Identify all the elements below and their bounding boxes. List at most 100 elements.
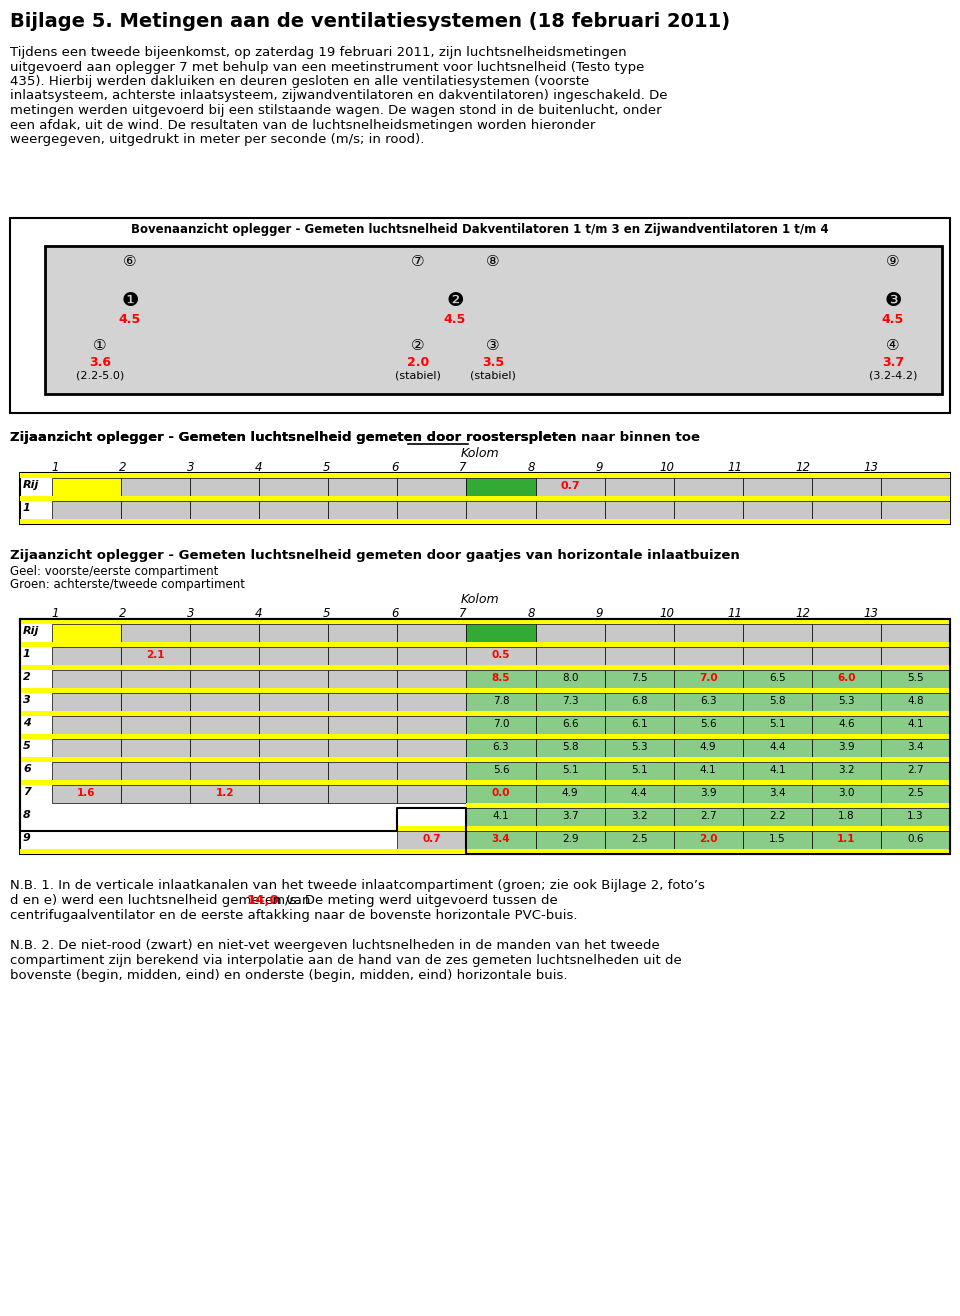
Text: 7.0: 7.0	[492, 719, 509, 729]
Text: 4.9: 4.9	[700, 742, 716, 751]
Bar	[536, 478, 605, 496]
Text: 0.5: 0.5	[492, 650, 511, 661]
Text: 2.5: 2.5	[907, 788, 924, 797]
Bar	[52, 786, 121, 803]
Text: 4.6: 4.6	[838, 719, 854, 729]
Text: Tijdens een tweede bijeenkomst, op zaterdag 19 februari 2011, zijn luchtsnelheid: Tijdens een tweede bijeenkomst, op zater…	[10, 46, 627, 59]
Bar	[190, 716, 259, 734]
Text: 1.1: 1.1	[837, 834, 855, 844]
Bar	[536, 716, 605, 734]
Text: 5.6: 5.6	[700, 719, 716, 729]
Bar	[812, 670, 881, 688]
Text: 5: 5	[23, 741, 31, 751]
Text: 0.6: 0.6	[907, 834, 924, 844]
Text: (3.2-4.2): (3.2-4.2)	[869, 370, 917, 380]
Bar	[121, 647, 190, 665]
Text: Zijaanzicht oplegger - Gemeten luchtsnelheid gemeten door gaatjes van horizontal: Zijaanzicht oplegger - Gemeten luchtsnel…	[10, 549, 740, 562]
Text: centrifugaalventilator en de eerste aftakking naar de bovenste horizontale PVC-b: centrifugaalventilator en de eerste afta…	[10, 909, 578, 923]
Text: 10: 10	[660, 607, 675, 620]
Bar	[881, 786, 950, 803]
Text: 3.4: 3.4	[492, 834, 511, 844]
Text: 2: 2	[119, 607, 127, 620]
Text: 1: 1	[51, 607, 59, 620]
Bar	[812, 716, 881, 734]
Text: 6: 6	[23, 765, 31, 774]
Text: 2: 2	[119, 461, 127, 474]
Bar	[328, 740, 397, 757]
Bar	[10, 218, 950, 413]
Text: 4: 4	[255, 461, 263, 474]
Text: 3.7: 3.7	[562, 811, 578, 821]
Text: ❶: ❶	[121, 291, 139, 311]
Text: 5.1: 5.1	[562, 765, 578, 775]
Bar	[259, 624, 328, 642]
Bar	[536, 694, 605, 711]
Text: 3.4: 3.4	[907, 742, 924, 751]
Bar	[121, 786, 190, 803]
Bar	[467, 762, 536, 780]
Bar	[121, 762, 190, 780]
Bar	[467, 647, 536, 665]
Bar	[397, 762, 467, 780]
Bar	[52, 716, 121, 734]
Text: 435). Hierbij werden dakluiken en deuren gesloten en alle ventilatiesystemen (vo: 435). Hierbij werden dakluiken en deuren…	[10, 75, 589, 88]
Bar	[536, 501, 605, 519]
Bar	[20, 849, 950, 854]
Bar	[605, 670, 674, 688]
Bar	[605, 647, 674, 665]
Bar	[812, 501, 881, 519]
Bar	[52, 740, 121, 757]
Bar	[881, 762, 950, 780]
Bar	[743, 501, 812, 519]
Text: 0.7: 0.7	[422, 834, 442, 844]
Text: d en e) werd een luchtsnelheid gemeten van: d en e) werd een luchtsnelheid gemeten v…	[10, 894, 315, 907]
Text: 6: 6	[392, 607, 398, 620]
Bar	[881, 694, 950, 711]
Text: 6.1: 6.1	[631, 719, 647, 729]
Bar	[605, 501, 674, 519]
Text: ❷: ❷	[446, 291, 464, 311]
Text: 13: 13	[863, 607, 878, 620]
Text: 7.0: 7.0	[699, 672, 717, 683]
Bar	[812, 647, 881, 665]
Bar	[190, 694, 259, 711]
Bar	[881, 647, 950, 665]
Bar	[674, 740, 743, 757]
Bar	[20, 734, 950, 740]
Text: 12: 12	[796, 461, 810, 474]
Bar	[190, 478, 259, 496]
Bar	[536, 808, 605, 826]
Bar	[812, 740, 881, 757]
Bar	[20, 472, 950, 524]
Bar	[881, 740, 950, 757]
Bar	[605, 808, 674, 826]
Text: 3: 3	[187, 607, 195, 620]
Bar	[259, 762, 328, 780]
Bar	[674, 501, 743, 519]
Bar	[20, 619, 950, 624]
Bar	[121, 670, 190, 688]
Bar	[397, 740, 467, 757]
Text: 6.6: 6.6	[562, 719, 578, 729]
Text: 2.1: 2.1	[146, 650, 165, 661]
Text: 2.7: 2.7	[700, 811, 716, 821]
Text: 13: 13	[863, 461, 878, 474]
Bar	[743, 647, 812, 665]
Bar	[190, 762, 259, 780]
Text: 3.2: 3.2	[631, 811, 647, 821]
Bar	[259, 716, 328, 734]
Text: 3.2: 3.2	[838, 765, 854, 775]
Bar	[190, 647, 259, 665]
Text: 4.5: 4.5	[119, 313, 141, 326]
Text: uitgevoerd aan oplegger 7 met behulp van een meetinstrument voor luchtsnelheid (: uitgevoerd aan oplegger 7 met behulp van…	[10, 61, 644, 74]
Text: 0.7: 0.7	[561, 482, 580, 491]
Text: 11: 11	[728, 607, 742, 620]
Text: (stabiel): (stabiel)	[470, 370, 516, 380]
Bar	[467, 803, 950, 808]
Text: Kolom: Kolom	[461, 447, 499, 461]
Bar	[812, 808, 881, 826]
Bar	[536, 830, 605, 849]
Text: 9: 9	[595, 461, 603, 474]
Text: 8.0: 8.0	[562, 672, 578, 683]
Text: ②: ②	[411, 338, 425, 353]
